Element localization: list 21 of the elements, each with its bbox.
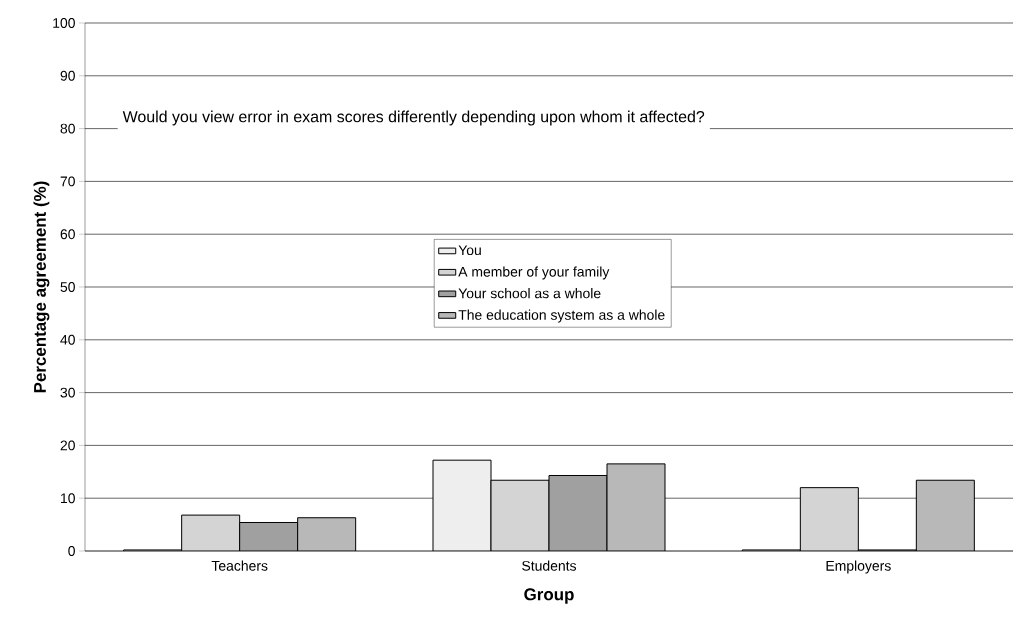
legend-label: The education system as a whole <box>458 309 665 323</box>
y-tick-label: 20 <box>60 440 75 451</box>
x-tick-label: Students <box>522 560 577 571</box>
y-tick-label: 40 <box>60 334 75 345</box>
legend-label: You <box>458 245 481 256</box>
y-tick-label: 60 <box>60 229 75 240</box>
x-axis-title: Group <box>524 588 574 604</box>
legend-label: Your school as a whole <box>458 288 601 299</box>
y-tick-label: 90 <box>60 70 75 81</box>
y-axis-title: Percentage agreement (%) <box>33 181 50 393</box>
x-tick-label: Employers <box>826 560 891 574</box>
y-tick-label: 0 <box>68 546 75 556</box>
y-tick-label: 10 <box>61 493 75 504</box>
y-tick-label: 50 <box>60 282 75 292</box>
y-tick-label: 100 <box>53 18 75 28</box>
legend-label: A member of your family <box>458 266 610 280</box>
y-tick-label: 30 <box>60 387 75 398</box>
text: Would you view error in exam scores differently depending upon whom it affected? <box>122 110 705 126</box>
y-tick-label: 80 <box>60 123 75 134</box>
x-tick-label: Teachers <box>211 560 268 571</box>
y-tick-label: 70 <box>60 176 75 187</box>
